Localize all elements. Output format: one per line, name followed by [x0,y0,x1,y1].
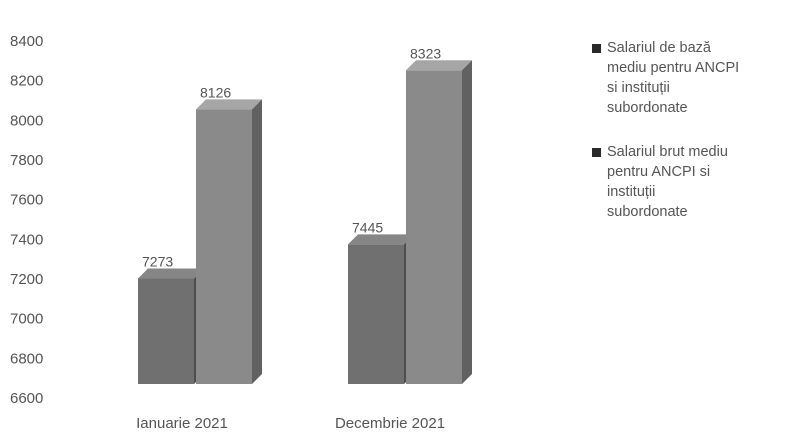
bar-front-face [406,70,462,384]
legend-label-gross-salary: Salariul brut mediu pentru ANCPI si inst… [607,144,728,220]
y-tick-label: 7800 [10,152,43,169]
y-tick-label: 6600 [10,390,43,407]
y-tick-label: 8000 [10,112,43,129]
legend: Salariul de bază mediu pentru ANCPI si i… [592,38,792,246]
legend-item-gross-salary: Salariul brut mediu pentru ANCPI si inst… [592,142,792,222]
bar-side-face [252,99,262,385]
data-label: 8323 [410,45,441,61]
bar [348,234,414,384]
category-labels-group: Ianuarie 2021 Decembrie 2021 [136,415,445,432]
y-tick-label: 6800 [10,350,43,367]
y-tick-label: 8200 [10,73,43,90]
y-tick-label: 7200 [10,271,43,288]
data-label: 7273 [142,254,173,270]
y-axis-ticks: 8400 8200 8000 7800 7600 7400 7200 7000 6800 6600 [10,33,43,407]
data-label: 7445 [352,219,383,235]
bar-top-face [196,99,262,110]
bar-top-face [138,268,204,279]
bar [196,99,262,385]
bar-top-face [406,60,472,71]
bar [138,268,204,384]
bar-side-face [462,60,472,384]
bar-front-face [196,109,252,385]
legend-swatch-base-salary [592,44,601,53]
y-tick-label: 7600 [10,192,43,209]
y-tick-label: 7000 [10,311,43,328]
bars-group [138,60,472,385]
y-tick-label: 7400 [10,231,43,248]
y-tick-label: 8400 [10,33,43,50]
data-label: 8126 [200,84,231,100]
legend-label-base-salary: Salariul de bază mediu pentru ANCPI si i… [607,40,740,116]
bar-top-face [348,234,414,245]
bar-front-face [348,244,404,384]
data-labels-group: 7273 8126 7445 8323 [142,45,441,269]
bar-front-face [138,278,194,384]
legend-swatch-gross-salary [592,148,601,157]
x-category-label: Decembrie 2021 [335,415,445,432]
x-category-label: Ianuarie 2021 [136,415,228,432]
bar [406,60,472,384]
legend-item-base-salary: Salariul de bază mediu pentru ANCPI si i… [592,38,792,118]
